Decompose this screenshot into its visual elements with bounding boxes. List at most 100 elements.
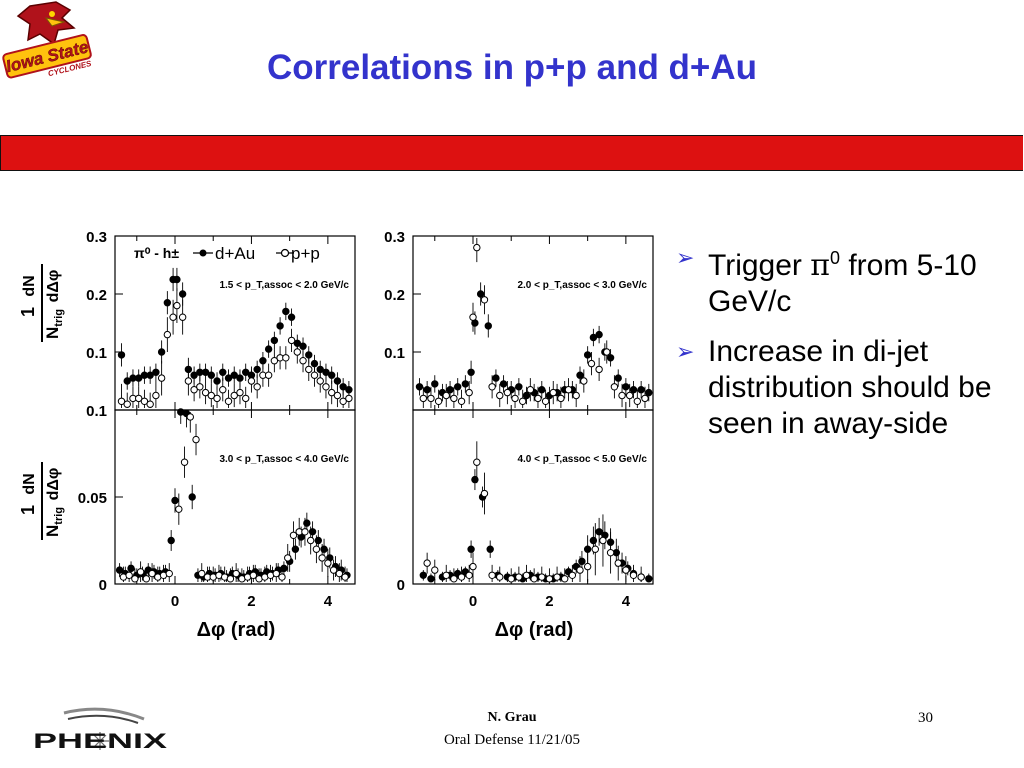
pp-point [123,400,131,408]
pp-point [306,536,315,545]
pp-point [469,313,477,321]
y-tick-label: 0 [397,577,405,594]
pp-point [606,548,615,557]
pp-point [230,391,238,400]
pp-point [316,377,324,385]
pt-range-annotation: 1.5 < p_T,assoc < 2.0 GeV/c [219,280,349,291]
pp-point [457,397,466,406]
svg-text:dN: dN [21,473,38,494]
dau-point [492,374,500,382]
arrow-bullet-icon: ➢ [676,339,695,364]
pp-point [318,554,326,562]
footer-occasion: Oral Defense 11/21/05 [443,732,581,748]
dau-point [259,357,267,365]
x-axis-label-right: Δφ (rad) [495,619,574,641]
pp-point [442,571,450,579]
pp-point [270,357,279,365]
plot-panel-3: 0.1 0.05 0 0 2 4 3.0 < p_T,assoc < 4.0 GeV/c [78,403,356,610]
pp-point [473,243,481,252]
page-number: 30 [918,710,933,726]
dau-point [299,342,307,350]
pp-point [192,435,200,444]
pp-point [278,573,286,581]
x-tick-label: 2 [247,593,255,610]
phenix-logo: PHENIX [33,707,184,760]
legend: π⁰ - h± d+Au p+p [134,244,320,263]
pp-point [140,397,149,406]
dau-point [236,374,244,382]
dau-point [173,275,181,284]
dau-point [146,371,154,379]
legend-dau-label: d+Au [215,244,255,263]
pp-point [576,566,584,574]
pp-point [637,573,645,581]
y-tick-label: 0.1 [86,403,107,420]
plot-panel-1: 0.3 0.2 0.1 1.5 < p_T,assoc < 2.0 GeV/c [86,229,356,411]
dau-point [427,575,435,583]
pp-point [549,388,557,397]
pp-point [312,545,321,553]
dau-point [595,528,603,536]
pp-point [507,575,515,583]
pp-point [526,386,535,394]
y-tick-label: 0.2 [86,287,107,304]
plot-panel-4: 0 0 2 4 4.0 < p_T,assoc < 5.0 GeV/c [397,409,654,610]
pp-point [580,377,588,385]
dau-point [117,351,126,359]
pp-point [469,562,477,571]
y-tick-label: 0.1 [86,345,107,362]
pp-point [480,296,489,304]
x-axis-label-left: Δφ (rad) [197,619,276,641]
pp-point [249,571,258,579]
pp-point [173,301,181,310]
pp-point [457,573,466,581]
plot-panel-2: 0.3 0.2 0.1 2.0 < p_T,assoc < 3.0 GeV/c [384,229,654,411]
dau-point [224,374,233,382]
dau-point [583,351,592,359]
dau-point [499,380,508,388]
dau-point [484,322,492,330]
pp-point [333,391,342,400]
dau-point [270,336,279,345]
pp-point [169,313,177,321]
pp-point [473,458,481,466]
dau-point [431,380,439,388]
pp-point [522,571,531,579]
pp-point [614,559,622,567]
pp-point [583,562,592,571]
pp-point [341,573,349,581]
dau-point [614,374,622,382]
pp-point [184,377,193,385]
svg-text:Ntrig: Ntrig [43,309,65,339]
dau-point [522,391,531,400]
pp-point [253,383,261,391]
pp-point [538,573,546,581]
pp-point [633,397,642,406]
dau-point [419,571,428,579]
pp-point [131,575,139,583]
pp-point [534,394,542,403]
dau-point [171,496,179,505]
pp-point [618,391,626,400]
dau-point [287,313,296,321]
dau-point [115,566,124,574]
pp-point [488,383,496,391]
pp-point [148,569,156,578]
pp-point [629,571,638,579]
pp-point [603,348,611,356]
pp-point [301,528,309,536]
pp-point [591,545,599,553]
pt-range-annotation: 4.0 < p_T,assoc < 5.0 GeV/c [517,454,647,465]
x-tick-label: 0 [171,593,179,610]
pp-point [142,575,151,583]
pp-point [322,383,330,391]
pp-point [264,371,273,379]
svg-text:dΔφ: dΔφ [45,468,62,501]
pp-point [434,397,443,406]
pp-point [190,386,198,394]
pp-point [610,383,619,391]
pp-point [299,357,307,365]
pp-point [625,391,634,400]
dau-point [486,545,494,553]
pp-point [213,394,221,403]
